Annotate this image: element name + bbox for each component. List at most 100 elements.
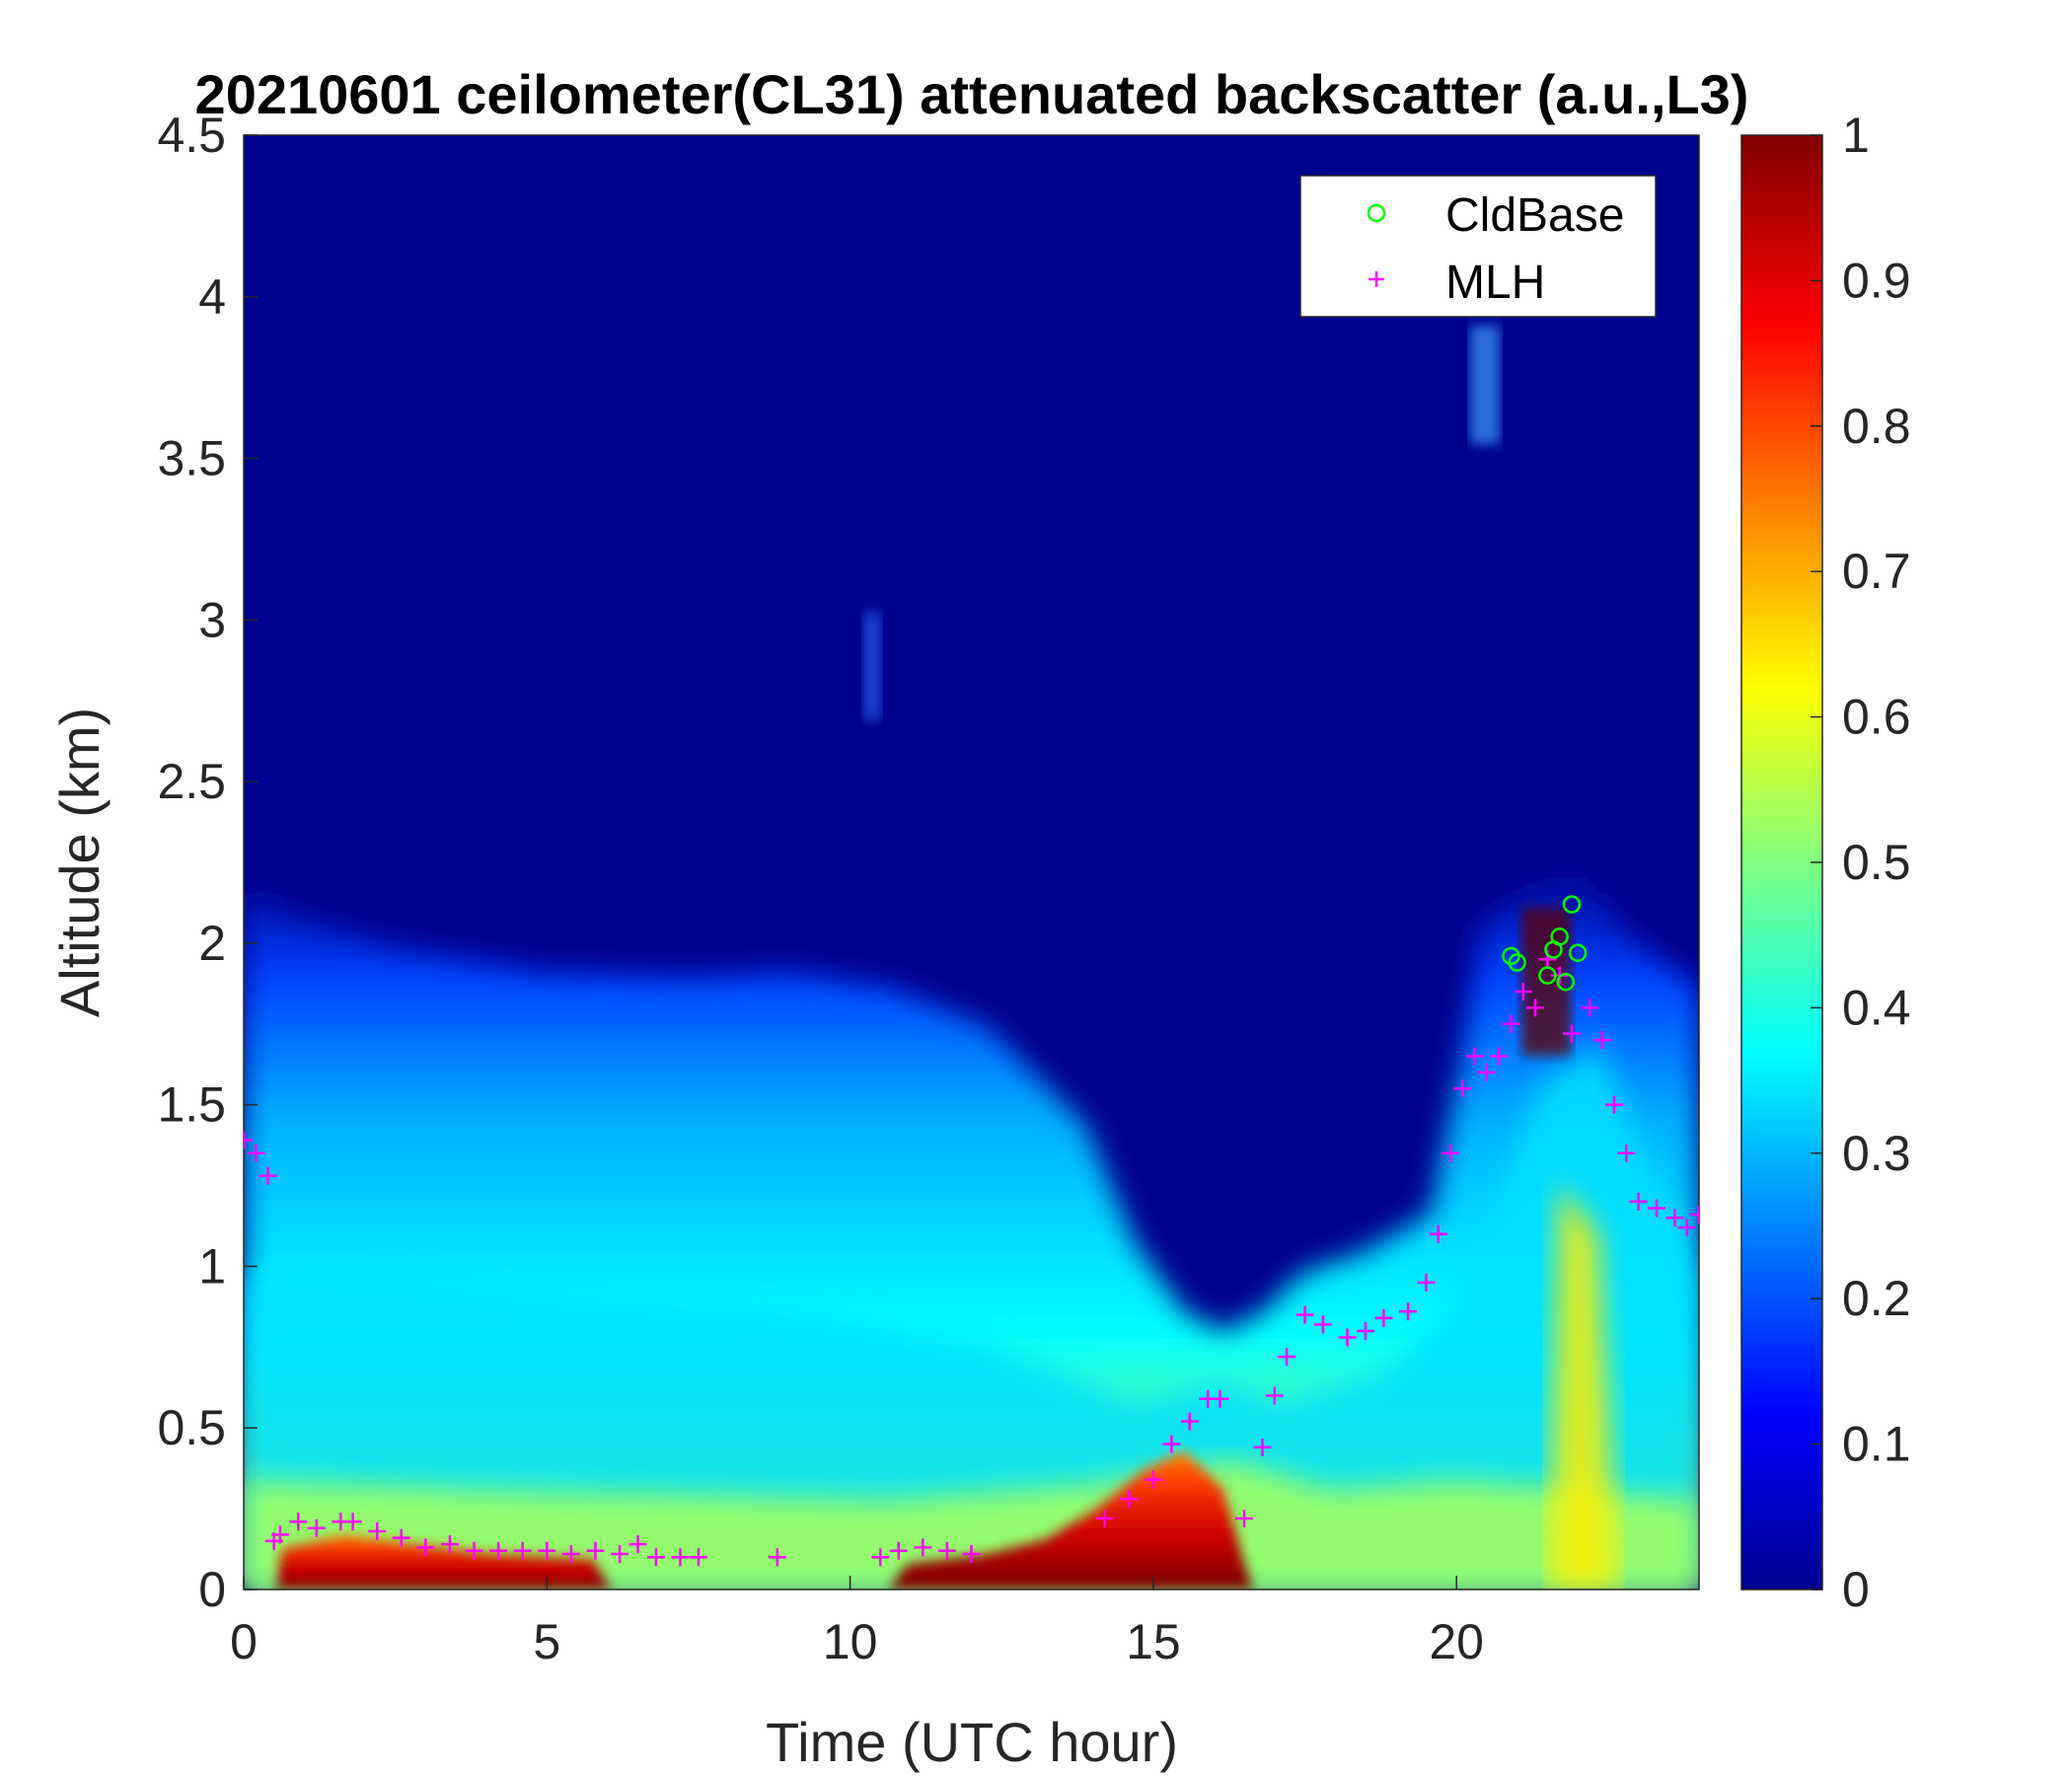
mlh-point: [1581, 999, 1599, 1017]
plume-high-1: [1470, 326, 1500, 444]
hot-band-right: [888, 1450, 1253, 1590]
mlh-point: [1442, 1144, 1460, 1162]
mlh-point: [1417, 1273, 1436, 1292]
cldbase-point: [1556, 972, 1576, 992]
plume-high-2: [863, 612, 881, 720]
mlh-point: [307, 1518, 326, 1537]
mlh-point: [440, 1535, 459, 1554]
plot-area: [243, 134, 1700, 1591]
colorbar-tick-label: 0.4: [1842, 980, 1911, 1035]
hot-band-left: [276, 1534, 612, 1590]
mlh-point: [1665, 1209, 1684, 1227]
x-axis: 0 5 10 15 20: [230, 1576, 1484, 1669]
cldbase-point: [1550, 927, 1569, 946]
mlh-point: [1265, 1386, 1284, 1405]
mlh-point: [671, 1548, 690, 1567]
cldbase-point: [1538, 966, 1557, 985]
mlh-point: [1453, 1079, 1472, 1098]
mlh-point: [689, 1548, 707, 1567]
mlh-point: [768, 1548, 786, 1567]
mlh-point: [247, 1144, 265, 1162]
mlh-point: [1592, 1031, 1611, 1050]
backscatter-heatmap: [244, 326, 1699, 1590]
y-tick-label: 3.5: [157, 431, 226, 486]
mlh-point: [538, 1541, 556, 1560]
mlh-point: [1338, 1328, 1357, 1347]
mlh-point: [1295, 1305, 1314, 1324]
colorbar-tick-label: 0.2: [1842, 1271, 1911, 1326]
mlh-point: [611, 1544, 629, 1563]
y-tick-label: 2: [198, 916, 226, 971]
x-tick-label: 20: [1429, 1614, 1484, 1669]
legend-cldbase-marker: [1367, 203, 1386, 223]
mlh-point: [1162, 1435, 1181, 1453]
mlh-point: [1477, 1063, 1496, 1081]
x-axis-label: Time (UTC hour): [766, 1711, 1178, 1773]
colorbar-ticks: 0 0.1 0.2 0.3 0.4 0.5 0.6 0.7 0.8 0.9 1: [1811, 108, 1911, 1617]
mlh-point: [1465, 1047, 1484, 1066]
x-tick-label: 15: [1126, 1614, 1181, 1669]
y-axis-label: Altitude (km): [48, 707, 111, 1017]
y-tick-label: 1: [198, 1238, 226, 1294]
legend-mlh-label: MLH: [1445, 257, 1545, 309]
mlh-point: [646, 1548, 665, 1567]
mlh-point: [586, 1541, 605, 1560]
series-mlh: [244, 950, 1699, 1567]
mlh-point: [489, 1541, 508, 1560]
mlh-point: [889, 1541, 908, 1560]
mlh-point: [1180, 1412, 1199, 1431]
mlh-point: [1144, 1470, 1162, 1489]
mlh-point: [1253, 1438, 1272, 1456]
y-tick-label: 4: [198, 269, 226, 325]
mlh-point: [1604, 1095, 1623, 1114]
mlh-point: [1278, 1348, 1296, 1367]
mlh-point: [871, 1548, 890, 1567]
legend-box: [1299, 175, 1657, 318]
mlh-point: [561, 1544, 580, 1563]
mlh-point: [1374, 1308, 1393, 1327]
cldbase-point: [1568, 943, 1588, 962]
colorbar-tick-label: 0.7: [1842, 544, 1911, 599]
mlh-point: [259, 1166, 277, 1185]
legend: CldBase MLH: [1299, 175, 1657, 318]
y-axis: 0 0.5 1 1.5 2 2.5 3 3.5 4 4.5: [157, 108, 258, 1617]
mlh-point: [1356, 1321, 1374, 1340]
colorbar-tick-label: 1: [1842, 108, 1870, 163]
mlh-point: [629, 1535, 647, 1554]
mlh-point: [1095, 1509, 1114, 1527]
colorbar: 0 0.1 0.2 0.3 0.4 0.5 0.6 0.7 0.8 0.9 1: [1740, 108, 1911, 1617]
plot-frame: [243, 134, 1700, 1591]
aerosol-core: [244, 1046, 1699, 1590]
mlh-point: [416, 1538, 435, 1557]
mlh-point: [1647, 1199, 1665, 1218]
mlh-point: [343, 1513, 362, 1531]
mlh-point: [1429, 1224, 1447, 1243]
mlh-point: [513, 1541, 532, 1560]
colorbar-tick-label: 0.9: [1842, 253, 1911, 308]
colorbar-tick-label: 0: [1842, 1562, 1870, 1617]
y-tick-label: 3: [198, 592, 226, 647]
colorbar-tick-label: 0.1: [1842, 1417, 1911, 1472]
mlh-point: [289, 1513, 308, 1531]
mlh-point: [1502, 1014, 1520, 1033]
residual-column: [1549, 1184, 1618, 1590]
mlh-point: [1120, 1490, 1139, 1509]
chart-title: 20210601 ceilometer(CL31) attenuated bac…: [195, 63, 1749, 125]
y-tick-label: 2.5: [157, 754, 226, 809]
mlh-point: [465, 1541, 483, 1560]
x-tick-label: 10: [823, 1614, 878, 1669]
mlh-point: [1399, 1302, 1417, 1321]
x-tick-label: 5: [533, 1614, 560, 1669]
mlh-point: [1313, 1315, 1332, 1334]
x-tick-label: 0: [230, 1614, 258, 1669]
cldbase-point: [1562, 895, 1582, 914]
y-tick-label: 0: [198, 1562, 226, 1617]
mlh-point: [937, 1541, 956, 1560]
cloud-column: [1521, 908, 1571, 1056]
mlh-point: [1562, 1024, 1581, 1043]
mlh-point: [392, 1528, 410, 1547]
mlh-point: [962, 1544, 981, 1563]
mlh-point: [1617, 1144, 1636, 1162]
mlh-point: [1690, 1206, 1699, 1224]
colorbar-tick-label: 0.6: [1842, 690, 1911, 745]
